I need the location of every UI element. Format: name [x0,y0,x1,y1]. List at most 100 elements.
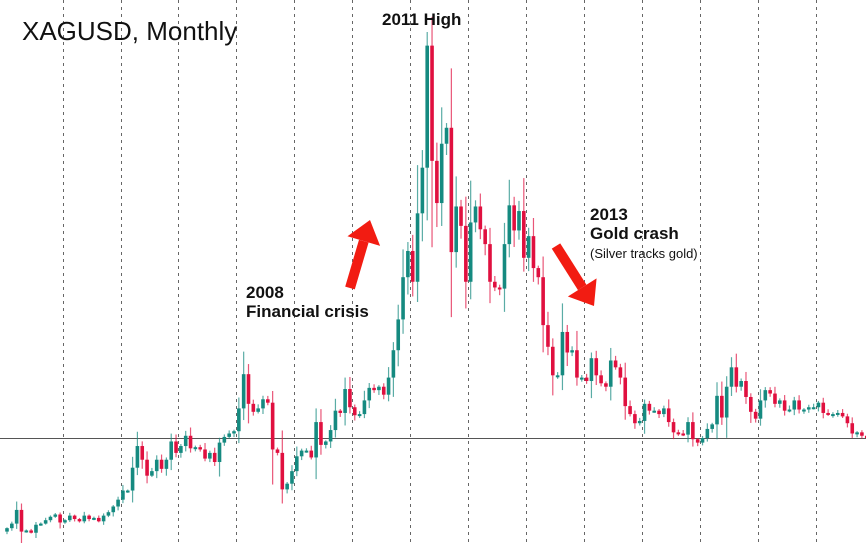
candle-up [406,250,410,278]
candle-down [203,449,207,459]
candle-up [608,360,613,387]
candle-down [604,383,608,387]
candle-up [237,408,241,432]
candle-down [145,459,149,476]
candle-up [43,520,48,524]
candle-up [517,211,521,231]
candle-up [154,459,159,472]
candle-down [618,367,623,378]
candle-down [671,422,676,433]
candle-up [763,390,768,401]
candle-down [628,406,632,415]
candle-down [613,360,618,368]
candle-down [720,395,724,418]
candle-down [493,281,497,288]
candle-up [502,244,507,289]
candle-up [579,377,584,380]
candle-down [497,287,502,290]
candle-down [647,403,652,411]
candle-up [299,450,304,457]
candle-up [855,432,859,435]
annotation-financial-crisis: Financial crisis [246,302,369,321]
candle-down [840,412,845,417]
candle-up [67,515,72,521]
candle-down [753,411,758,419]
candle-up [724,386,729,418]
annotation-2008-year: 2008 [246,283,284,302]
candle-up [343,388,347,413]
candle-down [309,450,314,458]
candle-up [570,350,574,353]
candle-down [72,515,77,520]
candle-down [212,452,217,463]
candle-down [372,387,376,391]
candle-up [357,414,362,417]
candle-down [459,206,463,226]
candle-down [488,244,492,282]
candle-up [116,499,120,507]
candle-up [420,167,425,214]
candle-up [304,450,309,453]
candle-down [174,441,178,453]
candle-down [87,515,91,520]
candle-up [425,45,430,168]
candle-up [778,400,782,404]
candle-down [319,422,323,445]
candle-down [430,45,434,161]
arrow-down-icon [551,243,597,306]
candle-up [222,436,227,443]
candle-down [782,400,787,411]
candle-up [715,395,719,425]
candle-down [773,393,777,404]
candle-up [710,424,714,429]
candle-down [348,388,352,408]
candle-up [637,420,642,424]
candle-down [352,407,357,416]
candle-down [584,377,589,382]
candle-up [130,467,135,491]
candle-down [575,350,579,378]
candle-up [507,205,512,245]
candle-down [77,519,82,522]
candle-down [159,459,164,469]
candle-up [454,206,458,253]
candle-down [536,268,541,278]
candle-down [29,530,33,533]
candle-up [39,523,43,526]
candle-down [691,422,695,440]
candle-down [140,446,145,460]
candle-up [377,386,381,391]
candle-up [729,367,734,387]
candle-up [232,431,236,434]
candle-down [749,396,753,412]
candle-up [468,222,473,282]
candle-down [435,160,439,204]
candle-up [386,377,391,395]
candle-up [802,409,806,412]
candle-down [381,386,386,395]
candle-up [5,528,9,532]
candle-up [227,433,231,437]
candle-up [10,523,14,529]
candle-up [169,441,174,460]
candle-up [560,331,565,376]
candle-up [758,400,763,419]
candle-up [787,409,792,412]
candle-down [275,449,280,453]
candle-down [676,432,681,435]
candle-up [63,520,67,523]
candle-down [541,277,545,326]
chart-title: XAGUSD, Monthly [22,16,238,46]
candle-up [806,407,811,410]
candle-up [444,127,449,144]
candle-up [642,403,647,421]
candle-down [546,325,550,347]
candle-down [734,367,739,387]
annotation-gold-crash: Gold crash [590,224,679,243]
candle-down [58,514,62,523]
candle-up [314,422,318,458]
candle-down [410,250,415,282]
candle-down [266,399,270,403]
candle-up [183,435,188,447]
